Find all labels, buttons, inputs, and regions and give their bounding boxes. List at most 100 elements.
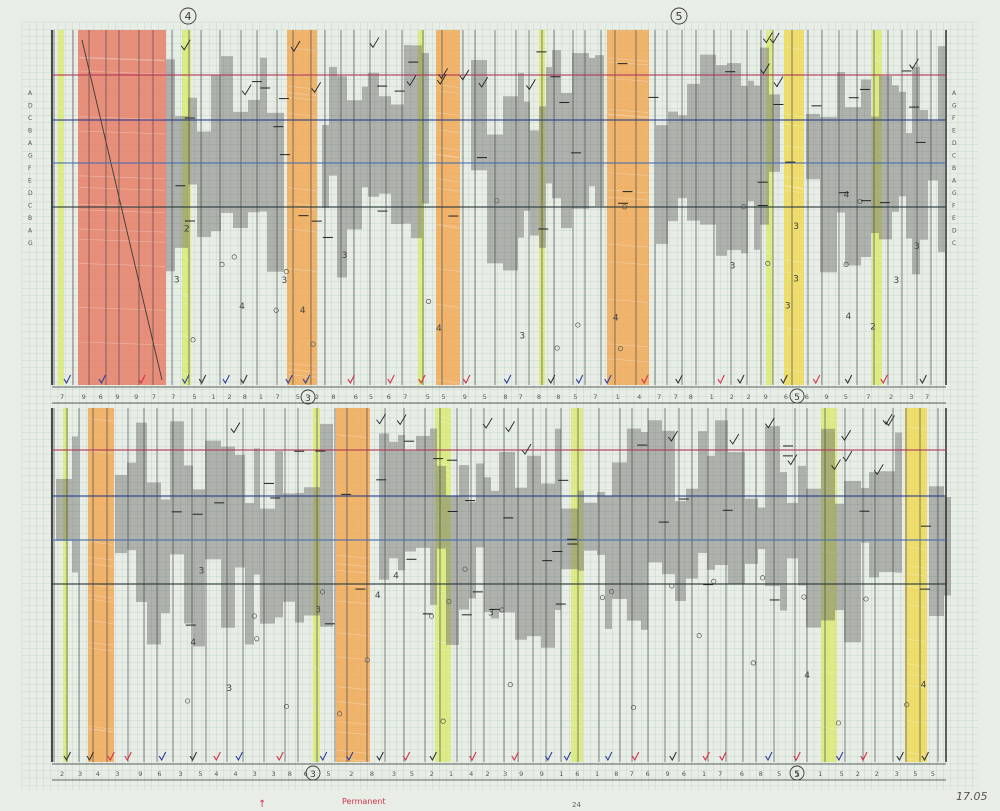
shaded-column [760, 47, 769, 225]
band-streak [571, 619, 583, 624]
pencil-circle [231, 254, 237, 260]
check-mark [729, 433, 740, 445]
shaded-column [584, 502, 597, 551]
band-streak [63, 616, 68, 620]
pencil-circle [599, 595, 606, 601]
band-streak [436, 268, 460, 272]
band-streak [436, 146, 460, 151]
shaded-column [944, 497, 951, 596]
band-streak [766, 30, 773, 34]
check-mark [860, 751, 868, 762]
band-streak [905, 752, 927, 756]
pencil-circle [426, 298, 432, 304]
count-digit: 5 [913, 770, 917, 778]
count-digit: 5 [369, 393, 373, 401]
check-mark [396, 414, 407, 426]
pencil-circle [801, 594, 807, 600]
count-digit: 5 [198, 770, 202, 778]
shaded-column [871, 116, 879, 234]
count-digit: 1 [616, 393, 620, 401]
pencil-circle [283, 703, 289, 710]
pencil-circle [219, 261, 225, 268]
shaded-column [329, 66, 337, 176]
count-digit: 6 [805, 393, 809, 401]
pencil-circle [364, 657, 370, 663]
scale-label: C [952, 240, 956, 247]
check-mark [563, 751, 572, 762]
band-streak [418, 84, 424, 89]
pencil-circle [669, 583, 675, 589]
shaded-column [184, 465, 193, 624]
band-streak [905, 684, 927, 689]
band-streak [78, 57, 166, 62]
scale-label: G [952, 103, 957, 110]
check-mark [198, 374, 207, 385]
band-streak [821, 524, 837, 529]
band-streak [821, 569, 837, 573]
shaded-column [595, 55, 604, 207]
count-digit: 4 [469, 770, 473, 778]
count-digit: 2 [60, 770, 64, 778]
band-streak [78, 116, 166, 120]
count-digit: 8 [288, 770, 292, 778]
shaded-column [446, 495, 459, 645]
scale-label: A [28, 90, 33, 97]
count-digit: 2 [875, 770, 879, 778]
shaded-column [233, 111, 248, 229]
band-streak [766, 68, 773, 72]
pencil-digit: 4 [190, 638, 196, 648]
band-streak [436, 129, 460, 133]
band-streak [436, 84, 460, 88]
band-streak [63, 691, 68, 696]
band-streak [571, 437, 583, 442]
band-streak [571, 547, 583, 552]
count-digit: 1 [795, 770, 799, 778]
band-streak [766, 310, 773, 314]
pencil-digit: 4 [375, 591, 381, 601]
shaded-column [304, 487, 320, 616]
check-mark [787, 454, 798, 466]
scale-label: D [28, 190, 33, 197]
pencil-digit: 3 [793, 222, 799, 232]
shaded-column [787, 502, 798, 559]
band-streak [58, 381, 64, 385]
shaded-column [589, 57, 595, 187]
band-streak [63, 543, 68, 547]
pencil-circle [765, 260, 771, 266]
band-streak [435, 415, 451, 419]
count-digit: 8 [370, 770, 374, 778]
count-digit: 2 [349, 770, 353, 778]
band-streak [313, 665, 320, 670]
shaded-column [211, 75, 221, 232]
band-streak [435, 647, 451, 651]
band-streak [313, 417, 320, 422]
band-streak [821, 417, 837, 422]
band-streak [571, 490, 583, 494]
band-streak [766, 88, 773, 92]
band-streak [571, 529, 583, 534]
shaded-column [503, 96, 518, 271]
band-streak [78, 263, 166, 267]
pencil-digit: 4 [300, 306, 306, 316]
band-streak [336, 656, 370, 661]
pencil-circle [254, 636, 260, 642]
band-streak [905, 546, 927, 550]
count-digit: 6 [646, 770, 650, 778]
check-mark [702, 751, 710, 762]
shaded-column [765, 426, 780, 587]
count-digit: 5 [326, 770, 330, 778]
band-streak [63, 438, 68, 442]
check-mark [575, 374, 584, 385]
pencil-circle [696, 633, 702, 639]
shaded-column [260, 57, 267, 212]
shaded-column [437, 465, 446, 549]
band-streak [905, 673, 927, 678]
band-streak [58, 237, 64, 242]
count-digit: 3 [503, 770, 507, 778]
shaded-column [283, 493, 295, 602]
shaded-column [668, 111, 678, 222]
check-mark [63, 751, 71, 762]
scale-label: C [28, 115, 32, 122]
diagonal-stroke [81, 39, 163, 381]
